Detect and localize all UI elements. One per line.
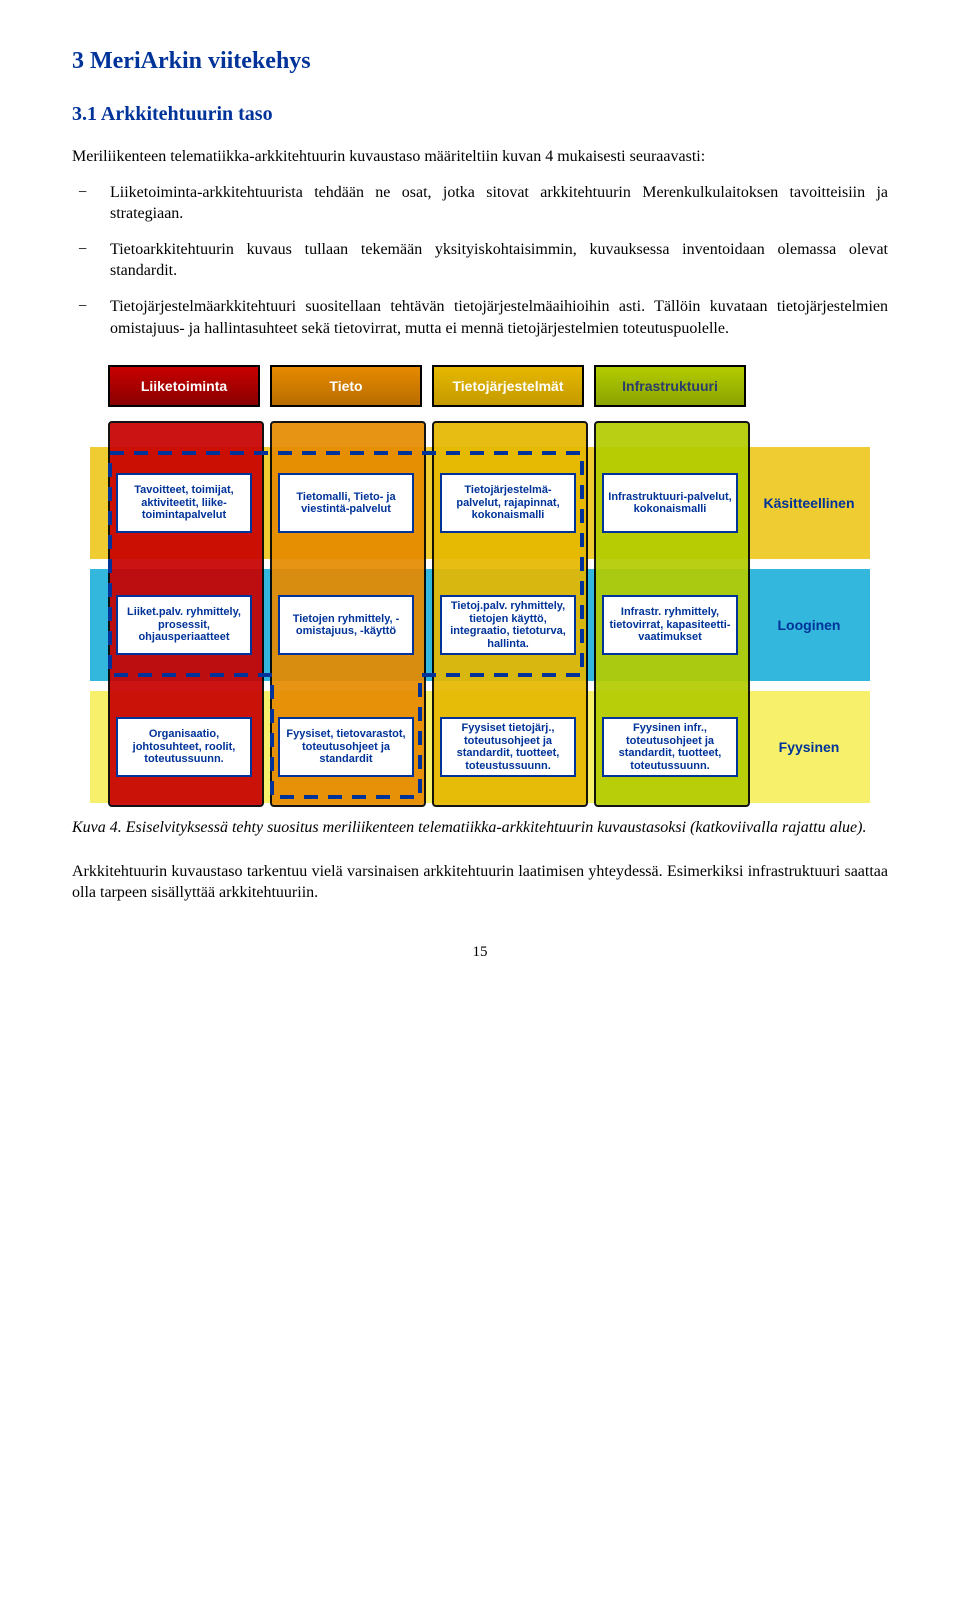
diagram-cell: Fyysiset, tietovarastot, toteutusohjeet … (278, 717, 414, 777)
diagram-cell: Infrastruktuuri-palvelut, kokonaismalli (602, 473, 738, 533)
intro-paragraph: Meriliikenteen telematiikka-arkkitehtuur… (72, 146, 888, 168)
bullet-list: Liiketoiminta-arkkitehtuurista tehdään n… (72, 182, 888, 340)
diagram-cell: Liiket.palv. ryhmittely, prosessit, ohja… (116, 595, 252, 655)
bullet-item: Liiketoiminta-arkkitehtuurista tehdään n… (72, 182, 888, 225)
page-number: 15 (72, 944, 888, 961)
subsection-heading: 3.1 Arkkitehtuurin taso (72, 103, 888, 126)
section-heading: 3 MeriArkin viitekehys (72, 48, 888, 75)
diagram-cell: Tietoj.palv. ryhmittely, tietojen käyttö… (440, 595, 576, 655)
diagram-cell: Infrastr. ryhmittely, tietovirrat, kapas… (602, 595, 738, 655)
diagram-cell: Tavoitteet, toimijat, aktiviteetit, liik… (116, 473, 252, 533)
column-header: Infrastruktuuri (594, 365, 746, 407)
diagram-cell: Tietojärjestelmä-palvelut, rajapinnat, k… (440, 473, 576, 533)
column-header: Liiketoiminta (108, 365, 260, 407)
diagram-cell: Tietojen ryhmittely, -omistajuus, -käytt… (278, 595, 414, 655)
diagram-cell: Organisaatio, johtosuhteet, roolit, tote… (116, 717, 252, 777)
architecture-diagram: KäsitteellinenLooginenFyysinen Liiketoimi… (90, 357, 870, 807)
column-header: Tietojärjestelmät (432, 365, 584, 407)
row-label: Käsitteellinen (754, 447, 864, 559)
closing-paragraph: Arkkitehtuurin kuvaustaso tarkentuu viel… (72, 861, 888, 904)
row-label: Fyysinen (754, 691, 864, 803)
bullet-item: Tietoarkkitehtuurin kuvaus tullaan tekem… (72, 239, 888, 282)
bullet-item: Tietojärjestelmäarkkitehtuuri suositella… (72, 296, 888, 339)
row-label: Looginen (754, 569, 864, 681)
diagram-cell: Fyysinen infr., toteutusohjeet ja standa… (602, 717, 738, 777)
figure-caption: Kuva 4. Esiselvityksessä tehty suositus … (72, 817, 888, 839)
diagram-cell: Fyysiset tietojärj., toteutusohjeet ja s… (440, 717, 576, 777)
diagram-cell: Tietomalli, Tieto- ja viestintä-palvelut (278, 473, 414, 533)
column-header: Tieto (270, 365, 422, 407)
